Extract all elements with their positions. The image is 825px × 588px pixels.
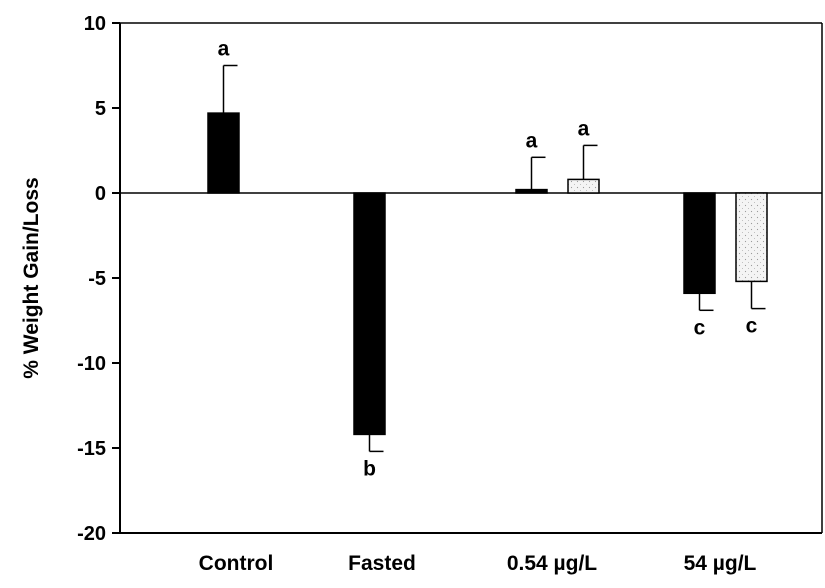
x-category-label: 54 µg/L	[684, 552, 757, 575]
significance-label: b	[363, 457, 376, 480]
bar	[515, 188, 548, 194]
significance-label: a	[578, 117, 590, 140]
x-category-label: 0.54 µg/L	[507, 552, 597, 575]
significance-label: c	[746, 315, 758, 338]
y-tick-label: -5	[88, 268, 106, 290]
bar	[735, 192, 768, 283]
significance-label: c	[694, 316, 706, 339]
bar	[683, 192, 716, 295]
y-tick-label: -15	[77, 438, 106, 460]
x-category-label: Control	[199, 552, 274, 575]
y-tick-label: 5	[95, 98, 106, 120]
x-category-label: Fasted	[348, 552, 416, 575]
y-axis-label: % Weight Gain/Loss	[20, 177, 43, 378]
y-tick-label: 10	[84, 13, 106, 35]
y-tick-label: 0	[95, 183, 106, 205]
significance-label: a	[526, 129, 538, 152]
bar	[207, 112, 240, 194]
y-tick-label: -20	[77, 523, 106, 545]
significance-label: a	[218, 38, 230, 61]
bar	[353, 192, 386, 436]
bar	[567, 178, 600, 194]
y-tick-label: -10	[77, 353, 106, 375]
